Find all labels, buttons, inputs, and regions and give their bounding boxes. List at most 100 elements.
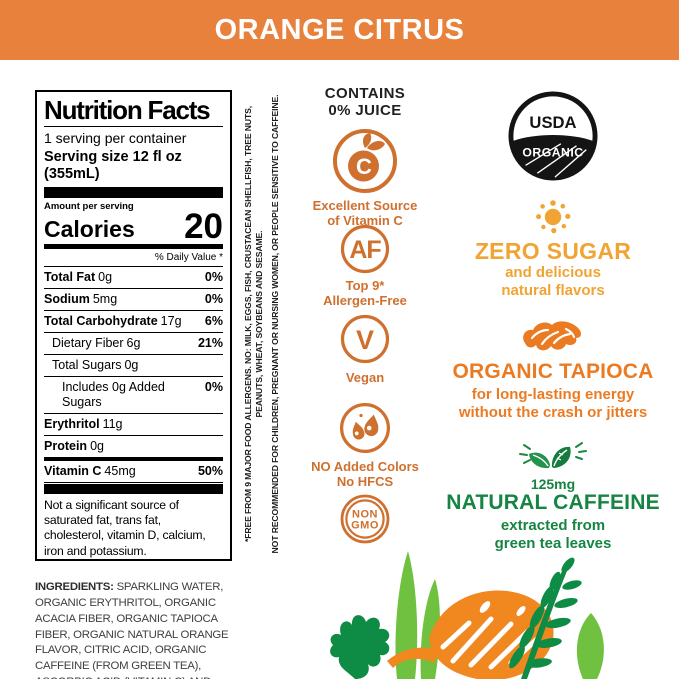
nutrient-dv: 0% <box>204 379 223 394</box>
vegan-icon: V <box>340 314 390 364</box>
svg-text:AF: AF <box>349 236 381 264</box>
nutrient-label: Erythritol <box>44 416 100 431</box>
zero-sugar-sub2: natural flavors <box>501 282 605 299</box>
nutrition-row-sodium: Sodium 5mg 0% <box>44 289 223 311</box>
nutrient-label: Dietary Fiber <box>52 335 124 350</box>
droplets-icon <box>340 403 390 453</box>
nutrition-row-dietary-fiber: Dietary Fiber 6g 21% <box>44 333 223 355</box>
tapioca-sub1: for long-lasting energy <box>471 386 635 403</box>
not-significant-note: Not a significant source of saturated fa… <box>44 497 206 558</box>
nutrient-dv: 21% <box>197 335 223 350</box>
nutrient-amount: 0g <box>90 438 104 453</box>
caffeine-claim-icon <box>436 438 670 476</box>
ingredients-label: INGREDIENTS: <box>35 581 114 594</box>
nutrient-dv: 0% <box>204 291 223 306</box>
zero-sugar-title: ZERO SUGAR <box>474 238 632 264</box>
serving-size-value: 12 fl oz (355mL) <box>44 148 182 183</box>
caffeine-sub1: extracted from <box>500 517 606 534</box>
no-colors-badge <box>298 402 432 454</box>
usda-organic-seal: USDA ORGANIC <box>436 91 670 181</box>
plant-illustration <box>330 551 604 679</box>
svg-text:GMO: GMO <box>351 520 379 532</box>
non-gmo-badge: NON GMO <box>298 494 432 544</box>
usda-organic-icon: USDA ORGANIC <box>508 91 598 181</box>
nutrition-facts-title: Nutrition Facts <box>44 95 211 125</box>
tapioca-roots-icon <box>523 321 582 351</box>
caffeine-caution-statement: NOT RECOMMENDED FOR CHILDREN, PREGNANT O… <box>270 94 281 554</box>
nutrient-label: Protein <box>44 438 88 453</box>
vitamin-c-icon: C <box>333 129 397 193</box>
nutrition-row-total-sugars: Total Sugars 0g <box>44 355 223 377</box>
vegan-caption: Vegan <box>345 370 385 385</box>
monstera-stem <box>387 647 437 668</box>
nutrient-label: Total Fat <box>44 269 96 284</box>
dark-lobed-leaf <box>330 615 390 679</box>
no-colors-caption: NO Added Colors No HFCS <box>311 459 419 490</box>
amount-per-serving: Amount per serving <box>44 200 134 212</box>
sun-icon <box>536 200 571 234</box>
nutrition-row-carbohydrate: Total Carbohydrate 17g 6% <box>44 311 223 333</box>
nutrient-label: Sodium <box>44 291 90 306</box>
thick-bar <box>44 483 223 494</box>
nutrition-row-added-sugars: Includes 0g Added Sugars 0% <box>44 377 223 414</box>
daily-value-header: % Daily Value * <box>44 249 223 267</box>
nutrition-facts-panel: Nutrition Facts 1 serving per container … <box>35 90 232 561</box>
svg-text:USDA: USDA <box>529 113 576 132</box>
tapioca-sub2: without the crash or jitters <box>458 404 648 421</box>
flavor-banner: ORANGE CITRUS <box>0 0 679 60</box>
servings-per-container: 1 serving per container <box>44 130 187 146</box>
grass-blade <box>395 551 418 679</box>
light-leaf <box>576 613 604 679</box>
allergen-free-statement: *FREE FROM 9 MAJOR FOOD ALLERGENS. NO: M… <box>243 105 265 543</box>
nutrition-row-total-fat: Total Fat 0g 0% <box>44 267 223 289</box>
tapioca-claim-icon <box>436 316 670 356</box>
green-tea-leaves-icon <box>519 442 587 469</box>
serving-size-line: Serving size 12 fl oz (355mL) <box>44 149 223 184</box>
nutrient-dv: 6% <box>204 313 223 328</box>
calories-row: Calories 20 <box>44 209 223 244</box>
nutrition-row-protein: Protein 0g <box>44 436 223 458</box>
medium-bar <box>44 243 223 249</box>
calories-label: Calories <box>44 215 135 242</box>
nutrient-label: Includes 0g Added Sugars <box>62 379 165 409</box>
svg-text:ORGANIC: ORGANIC <box>522 146 583 160</box>
nutrient-label: Vitamin C <box>44 463 102 478</box>
serving-size-label: Serving size <box>44 148 129 165</box>
flavor-title: ORANGE CITRUS <box>214 13 465 46</box>
tapioca-title: ORGANIC TAPIOCA <box>452 360 654 383</box>
nutrient-label: Total Carbohydrate <box>44 313 158 328</box>
vegan-badge: V <box>298 314 432 364</box>
vitamin-c-badge: C <box>298 128 432 194</box>
vitamin-c-caption: Excellent Source of Vitamin C <box>312 198 418 229</box>
nutrient-amount: 0g <box>98 269 113 284</box>
ingredients-text: SPARKLING WATER, ORGANIC ERYTHRITOL, ORG… <box>35 581 229 679</box>
nutrient-amount: 17g <box>160 313 182 328</box>
nutrient-amount: 11g <box>102 416 123 431</box>
svg-text:V: V <box>356 325 374 355</box>
nutrient-dv: 0% <box>204 269 223 284</box>
nutrient-amount: 0g <box>124 357 139 372</box>
nutrition-row-vitamin-c: Vitamin C 45mg 50% <box>44 456 223 483</box>
zero-sugar-sub1: and delicious <box>505 264 601 281</box>
allergen-free-badge: AF <box>298 224 432 274</box>
allergen-warning-vertical: *FREE FROM 9 MAJOR FOOD ALLERGENS. NO: M… <box>243 88 297 560</box>
svg-text:C: C <box>356 154 372 179</box>
allergen-free-caption: Top 9* Allergen-Free <box>323 278 407 309</box>
thick-bar <box>44 186 223 198</box>
caffeine-amount: 125mg <box>530 476 576 492</box>
svg-text:NON: NON <box>352 509 378 521</box>
nutrient-amount: 6g <box>126 335 141 350</box>
caffeine-title: NATURAL CAFFEINE <box>446 491 660 514</box>
contains-juice-note: CONTAINS 0% JUICE <box>324 85 406 120</box>
divider <box>44 126 223 127</box>
nutrient-label: Total Sugars <box>52 357 122 372</box>
caffeine-sub2: green tea leaves <box>494 535 612 552</box>
ingredients-block: INGREDIENTS: SPARKLING WATER, ORGANIC ER… <box>35 580 251 679</box>
zero-sugar-claim-icon <box>436 196 670 236</box>
allergen-free-icon: AF <box>340 224 390 274</box>
non-gmo-icon: NON GMO <box>340 494 390 544</box>
nutrient-amount: 45mg <box>104 463 136 478</box>
palm-frond <box>509 557 582 679</box>
nutrient-dv: 50% <box>197 463 223 478</box>
